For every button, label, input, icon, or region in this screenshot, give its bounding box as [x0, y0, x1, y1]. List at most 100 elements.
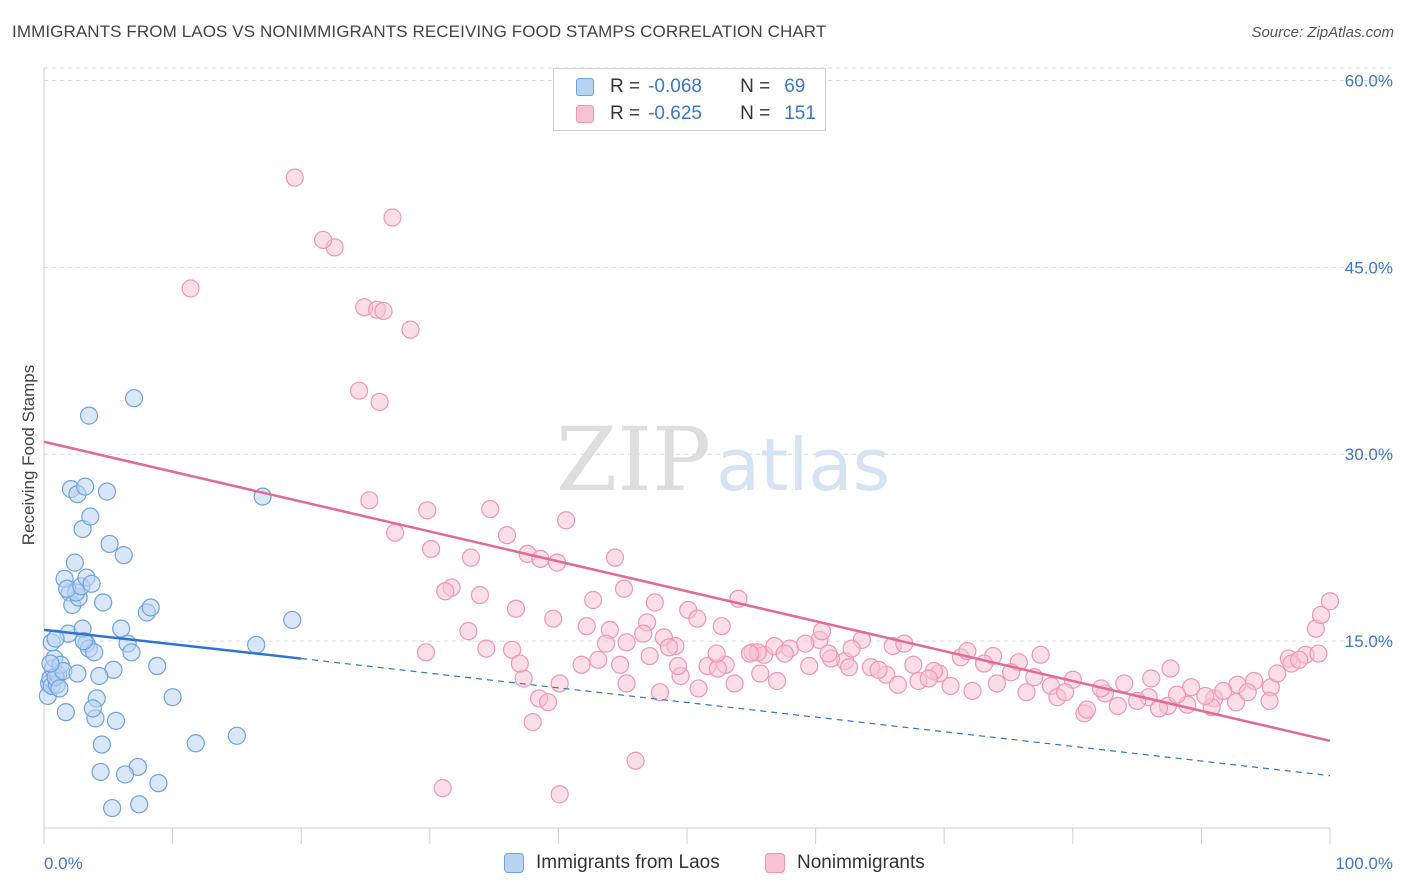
data-point-laos [100, 534, 119, 554]
data-point-nonimmigrants [589, 650, 608, 669]
legend-r-value: -0.068 [648, 76, 702, 97]
data-point-nonimmigrants [767, 671, 787, 691]
data-point-nonimmigrants [181, 279, 200, 298]
data-point-nonimmigrants [626, 751, 645, 770]
legend-swatch-pink [765, 853, 785, 873]
data-point-laos [90, 666, 109, 686]
legend-r-value: -0.625 [648, 103, 702, 124]
legend-n-value: 151 [784, 103, 816, 124]
data-point-laos [149, 774, 168, 793]
data-point-nonimmigrants [650, 683, 670, 702]
y-tick-label: 60.0% [1345, 71, 1393, 90]
data-point-nonimmigrants [1311, 605, 1331, 625]
data-point-laos [68, 664, 87, 683]
data-point-nonimmigrants [370, 392, 389, 412]
data-point-laos [56, 703, 75, 722]
data-point-nonimmigrants [617, 633, 636, 652]
data-point-nonimmigrants [383, 208, 402, 227]
data-point-nonimmigrants [904, 655, 923, 674]
chart-title: IMMIGRANTS FROM LAOS VS NONIMMIGRANTS RE… [12, 22, 827, 41]
data-point-nonimmigrants [577, 617, 596, 636]
watermark-zip: ZIP [556, 408, 711, 511]
data-point-laos [50, 679, 69, 698]
data-point-nonimmigrants [1320, 592, 1340, 611]
data-point-laos [163, 688, 182, 707]
data-point-nonimmigrants [584, 590, 603, 610]
data-point-nonimmigrants [1182, 678, 1201, 697]
data-point-laos [114, 546, 133, 565]
trend-line-laos [43, 628, 302, 660]
y-axis-label: Receiving Food Stamps [19, 365, 38, 545]
data-point-nonimmigrants [740, 644, 760, 663]
legend-swatch-blue [504, 853, 524, 873]
data-point-nonimmigrants [557, 511, 576, 530]
data-point-nonimmigrants [1290, 650, 1309, 669]
data-point-nonimmigrants [510, 654, 529, 673]
data-point-nonimmigrants [1167, 685, 1187, 704]
data-point-nonimmigrants [421, 539, 441, 559]
legend-swatch-pink [576, 105, 594, 123]
data-point-nonimmigrants [634, 624, 653, 643]
data-point-nonimmigrants [416, 643, 436, 662]
data-point-nonimmigrants [539, 693, 558, 712]
y-tick-label: 45.0% [1345, 258, 1393, 277]
data-point-laos [91, 762, 110, 782]
data-point-laos [247, 635, 266, 654]
data-point-laos [92, 735, 111, 754]
data-point-nonimmigrants [1196, 686, 1215, 706]
data-point-nonimmigrants [689, 679, 708, 698]
data-point-nonimmigrants [941, 676, 960, 696]
legend-r-label: R = [610, 103, 641, 124]
data-point-nonimmigrants [668, 656, 688, 676]
legend-r-label: R = [610, 76, 641, 97]
data-point-laos [186, 734, 205, 753]
data-point-nonimmigrants [550, 785, 569, 804]
data-point-nonimmigrants [544, 609, 563, 628]
data-point-nonimmigrants [611, 655, 630, 674]
legend-row-nonimmigrants: R = -0.625 N = 151 [576, 101, 816, 127]
data-point-laos [82, 574, 101, 593]
data-point-nonimmigrants [385, 523, 405, 542]
data-point-nonimmigrants [1077, 700, 1097, 719]
x-tick-label-start: 0.0% [44, 854, 83, 873]
source-label: Source: ZipAtlas.com [1251, 24, 1394, 41]
data-point-laos [115, 765, 135, 784]
data-point-laos [283, 610, 302, 630]
legend-label-nonimmigrants: Nonimmigrants [797, 852, 925, 873]
data-point-nonimmigrants [987, 674, 1007, 693]
data-point-nonimmigrants [640, 646, 659, 666]
data-point-nonimmigrants [360, 491, 379, 510]
data-point-nonimmigrants [645, 593, 664, 612]
data-point-laos [41, 654, 60, 673]
data-point-laos [103, 798, 122, 818]
data-point-laos [106, 711, 126, 730]
legend-swatch-blue [576, 78, 594, 96]
data-point-nonimmigrants [659, 638, 679, 657]
data-point-laos [130, 795, 149, 814]
data-point-nonimmigrants [497, 526, 517, 545]
data-point-nonimmigrants [1055, 683, 1075, 702]
data-point-nonimmigrants [688, 609, 707, 628]
y-tick-label: 30.0% [1345, 445, 1393, 464]
data-point-laos [227, 726, 246, 745]
data-point-nonimmigrants [800, 656, 819, 676]
x-tick-label-end: 100.0% [1335, 854, 1393, 873]
data-point-laos [141, 598, 160, 617]
data-point-nonimmigrants [725, 674, 744, 693]
data-point-nonimmigrants [617, 674, 636, 693]
data-point-nonimmigrants [1309, 644, 1328, 663]
legend-item-nonimmigrants[interactable]: Nonimmigrants [765, 852, 925, 874]
data-point-nonimmigrants [775, 644, 794, 663]
data-point-nonimmigrants [596, 634, 616, 653]
data-point-nonimmigrants [707, 644, 726, 663]
data-point-nonimmigrants [1214, 681, 1233, 701]
axes [43, 68, 1331, 844]
data-point-nonimmigrants [974, 654, 994, 673]
data-point-laos [122, 643, 141, 662]
data-point-nonimmigrants [433, 779, 452, 798]
data-point-nonimmigrants [1115, 674, 1134, 693]
data-point-nonimmigrants [313, 230, 333, 250]
legend-item-laos[interactable]: Immigrants from Laos [504, 852, 720, 874]
data-point-nonimmigrants [605, 548, 625, 567]
data-point-nonimmigrants [842, 639, 861, 658]
